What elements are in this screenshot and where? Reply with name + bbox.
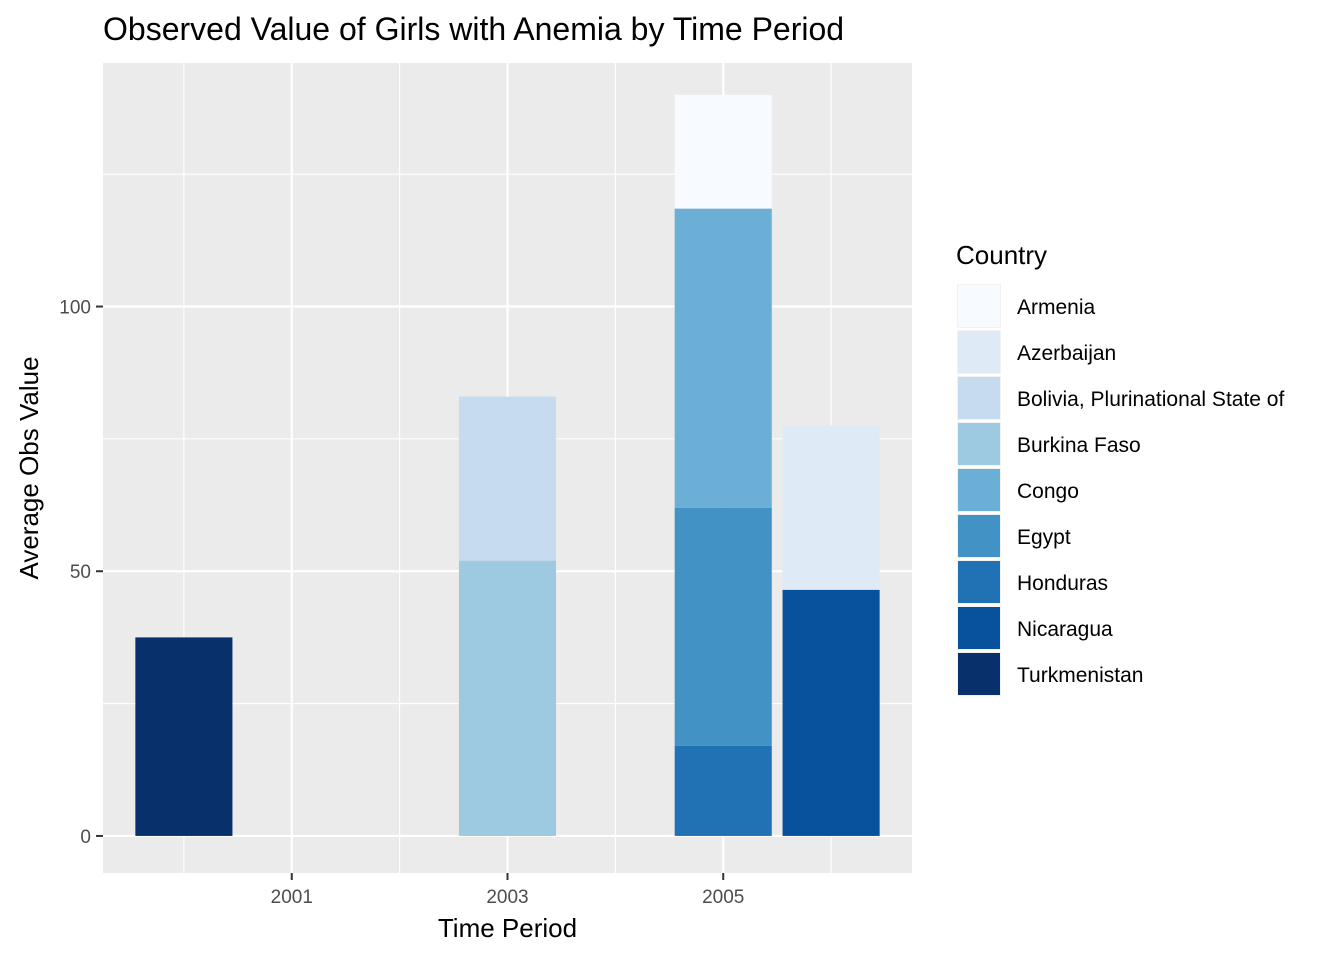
legend-label: Turkmenistan [1017, 664, 1143, 687]
legend-label: Congo [1017, 480, 1079, 503]
x-tick-label: 2005 [702, 887, 744, 908]
legend-label: Bolivia, Plurinational State of [1017, 388, 1284, 411]
legend-label: Nicaragua [1017, 618, 1113, 641]
y-tick-label: 100 [59, 298, 91, 319]
bar-segment-bolivia-plurinational-state-of [458, 396, 557, 561]
bar-segment-turkmenistan [135, 637, 233, 836]
bar-segment-nicaragua [782, 589, 880, 836]
bar-segment-congo [674, 208, 772, 508]
legend-swatch [958, 285, 1000, 327]
legend: Country Armenia Azerbaijan Bolivia, Plurin… [956, 240, 1284, 696]
x-tick-label: 2001 [271, 887, 313, 908]
legend-label: Honduras [1017, 572, 1108, 595]
legend-title: Country [956, 240, 1047, 270]
legend-swatch [958, 423, 1000, 465]
y-axis: 0 50 100 [59, 298, 103, 848]
x-axis: 2001 2003 2005 [271, 873, 744, 908]
bar-segment-burkina-faso [458, 560, 557, 836]
x-axis-title: Time Period [438, 913, 577, 943]
bar-segment-armenia [674, 94, 772, 209]
bars [135, 94, 880, 836]
legend-swatch [958, 331, 1000, 373]
x-tick-label: 2003 [486, 887, 528, 908]
chart-title: Observed Value of Girls with Anemia by T… [103, 11, 844, 47]
legend-label: Armenia [1017, 296, 1096, 319]
legend-swatch [958, 653, 1000, 695]
bar-segment-egypt [674, 507, 772, 746]
legend-swatch [958, 607, 1000, 649]
bar-segment-azerbaijan [782, 425, 880, 590]
y-tick-label: 50 [70, 562, 91, 583]
bar-segment-honduras [674, 745, 772, 836]
legend-swatch [958, 561, 1000, 603]
legend-label: Egypt [1017, 526, 1071, 549]
legend-label: Burkina Faso [1017, 434, 1141, 457]
legend-swatch [958, 469, 1000, 511]
y-tick-label: 0 [80, 827, 91, 848]
y-axis-title: Average Obs Value [14, 356, 44, 579]
legend-swatch [958, 515, 1000, 557]
legend-label: Azerbaijan [1017, 342, 1116, 365]
legend-swatch [958, 377, 1000, 419]
